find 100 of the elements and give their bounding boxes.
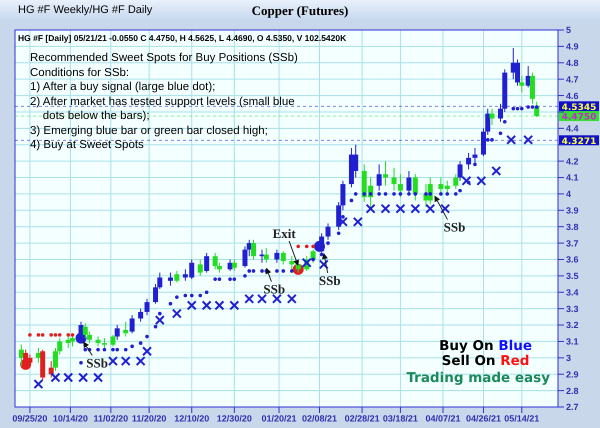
point: [28, 333, 32, 337]
x-tick-label: 11/20/20: [132, 413, 166, 424]
x-tick-label: 11/02/20: [94, 413, 128, 424]
y-tick-label: 4.2: [566, 156, 579, 166]
point: [229, 300, 240, 310]
point: [366, 204, 376, 214]
candlestick: [82, 322, 88, 339]
point: [491, 166, 502, 176]
candlestick: [96, 336, 101, 347]
annotation: SSb: [318, 272, 341, 288]
x-tick-label: 04/07/21: [425, 413, 461, 424]
candlestick: [138, 308, 144, 322]
candlestick: [48, 360, 54, 378]
y-tick-label: 4.9: [566, 42, 579, 52]
x-tick-label: 12/30/20: [216, 413, 252, 424]
candlestick: [274, 249, 280, 264]
point: [50, 372, 60, 382]
candlestick: [472, 148, 478, 165]
candlestick: [376, 164, 382, 192]
y-tick-label: 3.2: [566, 320, 579, 330]
point: [476, 176, 486, 186]
point: [257, 294, 268, 304]
point: [70, 333, 74, 337]
point: [186, 300, 197, 310]
y-tick-label: 3.4: [566, 287, 579, 298]
y-tick-label: 4.4: [566, 124, 579, 134]
point: [214, 300, 224, 310]
y-tick-label: 3.5: [566, 271, 579, 282]
point: [36, 333, 40, 337]
y-tick-label: 3: [566, 353, 572, 364]
annotation: Exit: [272, 226, 296, 242]
point: [395, 204, 406, 214]
y-tick-label: 3.3: [566, 304, 579, 314]
candlestick: [428, 177, 433, 204]
y-tick-label: 3.7: [566, 238, 579, 248]
y-tick-label: 4.8: [566, 58, 579, 68]
point: [172, 308, 182, 319]
y-tick-label: 4.1: [566, 172, 579, 183]
point: [202, 300, 212, 310]
x-tick-label: 05/14/21: [504, 413, 540, 424]
x-tick-label: 02/08/21: [302, 413, 338, 424]
candlestick: [130, 314, 135, 334]
point: [380, 204, 391, 214]
candlestick: [168, 272, 173, 286]
point: [244, 294, 254, 304]
y-tick-label: 2.8: [566, 386, 579, 396]
x-tick-label: 10/14/20: [52, 413, 88, 424]
candlestick: [110, 334, 116, 347]
candlestick: [406, 170, 412, 194]
annotation: Trading made easy: [406, 370, 550, 386]
chart-subtitle: HG #F [Daily] 05/21/21 -0.0550 C 4.4750, H 4.5625, L 4.4690, O 4.5350, V 102.5420K: [18, 33, 346, 43]
candlestick: [144, 298, 150, 316]
candlestick: [212, 252, 218, 270]
y-tick-label: 3.6: [566, 254, 579, 265]
point: [120, 356, 131, 366]
candlestick: [18, 344, 24, 367]
point: [58, 333, 62, 337]
candlestick: [519, 75, 524, 93]
candlestick: [123, 321, 128, 338]
point: [440, 204, 450, 214]
point: [425, 204, 436, 214]
candlestick: [530, 72, 535, 104]
x-tick-label: 02/28/21: [344, 413, 380, 424]
candlestick: [383, 160, 388, 186]
ref-line-label: 4.3271: [562, 136, 596, 147]
point: [54, 333, 58, 337]
y-tick-label: 4.7: [566, 74, 579, 84]
point: [286, 294, 297, 304]
point: [352, 216, 363, 227]
y-tick-label: 3.8: [566, 222, 579, 232]
point: [311, 244, 315, 248]
y-tick-label: 3.1: [566, 336, 579, 347]
candlestick: [250, 239, 256, 260]
x-tick-label: 03/18/21: [382, 413, 418, 424]
candlestick: [174, 270, 180, 283]
candlestick: [204, 252, 210, 274]
y-tick-label: 4.6: [566, 90, 579, 101]
point: [296, 244, 300, 248]
candlestick: [70, 334, 75, 347]
y-tick-label: 5: [566, 25, 572, 36]
point: [108, 356, 118, 366]
candlestick: [392, 167, 397, 192]
point: [272, 294, 282, 304]
ref-line-label: 4.5345: [562, 102, 596, 113]
point: [461, 176, 472, 186]
annotation: SSb: [263, 282, 286, 297]
point: [63, 372, 74, 382]
x-tick-label: 01/20/21: [262, 413, 297, 424]
chart-title: Copper (Futures): [252, 3, 348, 18]
annotation: Recommended Sweet Spots for Buy Positions (SSb) Conditions for SSb: 1) After a buy signal (large blue dot); 2) After market has tested support levels (small blue dots below the bars); 3) Emerging blue bar or green bar closed high; 4) Buy at Sweet Spots: [30, 51, 298, 152]
y-tick-label: 3.9: [566, 206, 579, 216]
point: [66, 333, 70, 337]
point: [506, 134, 516, 145]
candlestick: [264, 248, 269, 264]
point: [49, 333, 53, 337]
point: [410, 204, 420, 214]
point: [302, 258, 312, 268]
y-tick-label: 2.7: [566, 402, 579, 412]
point: [318, 259, 329, 270]
point: [142, 346, 152, 356]
